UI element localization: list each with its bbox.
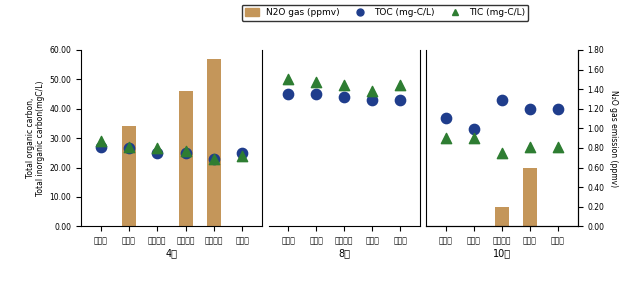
Point [96, 145, 106, 149]
Point [209, 156, 219, 161]
Point [283, 92, 293, 96]
Point [181, 151, 191, 155]
Bar [523, 168, 537, 226]
Y-axis label: Total organic carbon,
Total inorganic carbon(mgC/L): Total organic carbon, Total inorganic ca… [25, 81, 45, 196]
Point [311, 92, 321, 96]
Point [152, 151, 162, 155]
Point [339, 83, 349, 88]
Point [283, 77, 293, 82]
Point [469, 136, 479, 141]
Point [525, 106, 535, 111]
Point [441, 136, 451, 141]
Bar [122, 126, 136, 226]
Point [497, 98, 507, 102]
Point [367, 98, 377, 102]
Point [339, 95, 349, 99]
X-axis label: 8月: 8月 [338, 248, 350, 258]
Point [237, 153, 247, 158]
Bar [495, 207, 509, 226]
Point [497, 151, 507, 155]
Point [152, 146, 162, 151]
Bar [207, 59, 221, 226]
Point [237, 151, 247, 155]
Point [311, 80, 321, 85]
Point [469, 127, 479, 132]
X-axis label: 10月: 10月 [493, 248, 511, 258]
Point [124, 145, 134, 149]
Point [124, 146, 134, 151]
Point [441, 115, 451, 120]
Point [553, 106, 563, 111]
Y-axis label: N₂O gas emission (ppmv): N₂O gas emission (ppmv) [609, 90, 618, 187]
Point [181, 149, 191, 154]
Point [96, 139, 106, 143]
Point [396, 83, 406, 88]
X-axis label: 4月: 4月 [165, 248, 178, 258]
Point [367, 89, 377, 93]
Legend: N2O gas (ppmv), TOC (mg-C/L), TIC (mg-C/L): N2O gas (ppmv), TOC (mg-C/L), TIC (mg-C/… [242, 4, 528, 21]
Point [396, 98, 406, 102]
Bar [179, 91, 193, 226]
Point [553, 145, 563, 149]
Point [525, 145, 535, 149]
Point [209, 156, 219, 161]
